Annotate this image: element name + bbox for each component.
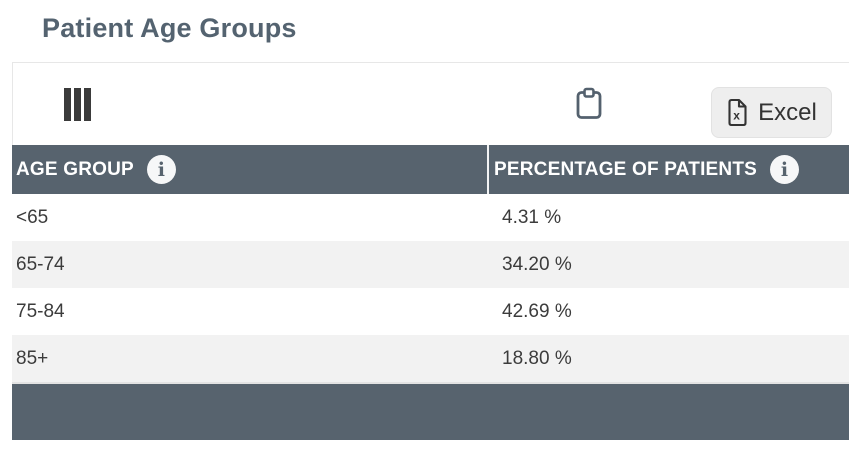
clipboard-icon — [576, 87, 602, 119]
table-body: <65 4.31 % 65-74 34.20 % 75-84 42.69 % 8… — [12, 194, 849, 382]
svg-text:x: x — [733, 109, 740, 123]
table-row: <65 4.31 % — [12, 194, 849, 241]
columns-icon — [64, 88, 91, 121]
excel-file-icon: x — [728, 98, 747, 127]
age-group-header-label: AGE GROUP — [16, 158, 134, 180]
column-visibility-button[interactable] — [64, 88, 91, 121]
page-title: Patient Age Groups — [42, 13, 297, 43]
age-group-cell: 65-74 — [16, 253, 65, 275]
patient-age-table-widget: x Excel AGE GROUP i PERCENTAGE OF PATIEN… — [12, 62, 849, 440]
age-group-cell: 85+ — [16, 347, 49, 369]
column-header-age-group: AGE GROUP i — [12, 145, 489, 194]
info-icon[interactable]: i — [146, 155, 176, 184]
table-footer — [12, 382, 849, 440]
excel-button-label: Excel — [758, 98, 817, 126]
age-group-cell: <65 — [16, 206, 49, 228]
toolbar: x Excel — [12, 62, 849, 145]
age-group-cell: 75-84 — [16, 300, 65, 322]
percentage-header-label: PERCENTAGE OF PATIENTS — [494, 158, 758, 180]
info-icon[interactable]: i — [770, 155, 800, 184]
excel-export-button[interactable]: x Excel — [711, 87, 832, 138]
table-row: 65-74 34.20 % — [12, 241, 849, 288]
table-row: 85+ 18.80 % — [12, 335, 849, 382]
table-header-row: AGE GROUP i PERCENTAGE OF PATIENTS i — [12, 145, 849, 194]
table-row: 75-84 42.69 % — [12, 288, 849, 335]
percentage-cell: 42.69 % — [502, 300, 572, 322]
percentage-cell: 18.80 % — [502, 347, 572, 369]
percentage-cell: 4.31 % — [502, 206, 562, 228]
percentage-cell: 34.20 % — [502, 253, 572, 275]
column-header-percentage: PERCENTAGE OF PATIENTS i — [489, 145, 849, 194]
copy-to-clipboard-button[interactable] — [575, 87, 603, 124]
